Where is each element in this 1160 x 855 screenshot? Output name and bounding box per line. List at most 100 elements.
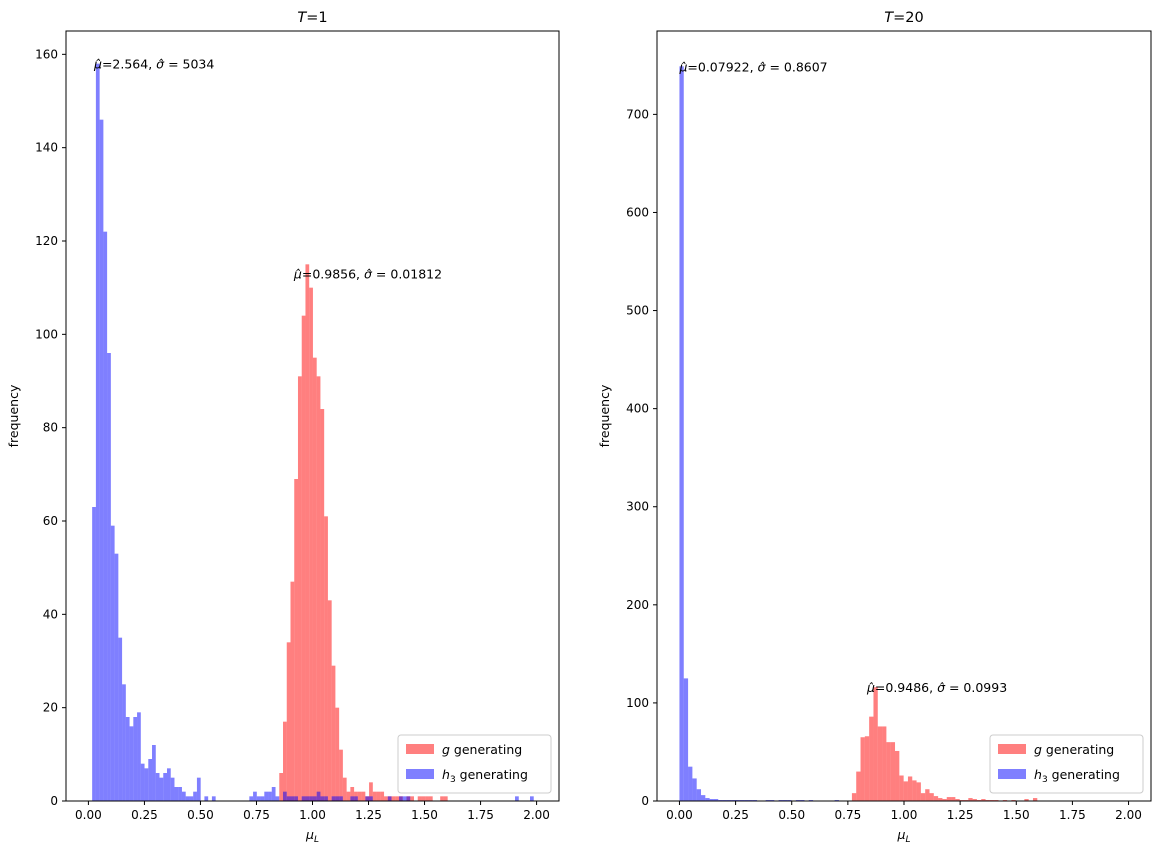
histogram-bar bbox=[350, 796, 355, 801]
histogram-bar bbox=[286, 642, 291, 801]
x-tick-label: 0.50 bbox=[187, 808, 214, 822]
histogram-bar bbox=[873, 687, 878, 801]
histogram-bar bbox=[271, 787, 276, 801]
chart-title: T=20 bbox=[884, 10, 923, 26]
legend-label: h3 generating bbox=[1034, 767, 1120, 785]
x-tick-label: 0.00 bbox=[666, 808, 693, 822]
plot-area bbox=[657, 31, 1151, 801]
histogram-bar bbox=[920, 793, 926, 801]
histogram-bar bbox=[294, 796, 298, 801]
x-tick-label: 1.50 bbox=[1003, 808, 1030, 822]
histogram-bar bbox=[357, 791, 362, 801]
legend-swatch bbox=[998, 744, 1026, 754]
x-tick-label: 1.75 bbox=[1059, 808, 1086, 822]
histogram-bar bbox=[92, 507, 96, 801]
legend-swatch bbox=[406, 744, 434, 754]
y-tick-label: 0 bbox=[50, 794, 58, 808]
x-tick-label: 2.00 bbox=[1115, 808, 1142, 822]
histogram-bar bbox=[103, 231, 108, 802]
x-tick-label: 0.50 bbox=[778, 808, 805, 822]
histogram-bar bbox=[211, 796, 216, 801]
histogram-bar bbox=[361, 791, 366, 801]
histogram-bar bbox=[380, 791, 385, 801]
histogram-bar bbox=[253, 791, 257, 801]
legend: g generating h3 generating bbox=[397, 734, 552, 794]
histogram-bar bbox=[196, 777, 201, 801]
series-g-bars bbox=[279, 264, 448, 802]
histogram-bar bbox=[387, 796, 392, 801]
histogram-bar bbox=[256, 796, 261, 801]
histogram-bar bbox=[178, 787, 182, 801]
histogram-bar bbox=[305, 264, 310, 802]
histogram-bar bbox=[193, 791, 197, 801]
histogram-bar bbox=[428, 796, 433, 801]
histogram-bar bbox=[395, 796, 400, 801]
y-tick-label: 400 bbox=[626, 402, 649, 416]
x-tick-label: 1.00 bbox=[299, 808, 326, 822]
histogram-bar bbox=[369, 782, 373, 801]
histogram-bar bbox=[421, 796, 426, 801]
chart-2: 0.00 0.25 0.50 0.75 1.00 1.25 1.50 1.75 2.00 0 100… bbox=[597, 10, 1152, 845]
histogram-bar bbox=[981, 799, 986, 801]
histogram-bar bbox=[95, 63, 100, 802]
histogram-bar bbox=[301, 796, 306, 801]
histogram-bar bbox=[354, 796, 358, 801]
histogram-bar bbox=[942, 799, 947, 801]
histogram-bar bbox=[391, 796, 396, 801]
x-tick-label: 0.75 bbox=[243, 808, 270, 822]
histogram-bar bbox=[331, 665, 336, 801]
histogram-bar bbox=[110, 525, 115, 801]
histogram-bar bbox=[1032, 798, 1038, 801]
histogram-bar bbox=[283, 721, 287, 801]
histogram-bar bbox=[933, 796, 939, 801]
histogram-bar bbox=[515, 796, 519, 801]
histogram-bar bbox=[152, 745, 156, 801]
series-g-bars bbox=[851, 687, 1038, 801]
histogram-bar bbox=[144, 768, 149, 801]
x-tick-label: 0.25 bbox=[722, 808, 749, 822]
histogram-bar bbox=[701, 795, 706, 801]
legend-frame bbox=[989, 734, 1144, 794]
histogram-bar bbox=[406, 796, 411, 801]
histogram-bar bbox=[688, 766, 693, 801]
histogram-bar bbox=[339, 749, 343, 801]
histogram-bar bbox=[290, 796, 295, 801]
histogram-bar bbox=[339, 796, 343, 801]
legend-swatch bbox=[998, 769, 1026, 779]
histogram-bar bbox=[402, 796, 407, 801]
histogram-bar bbox=[133, 717, 138, 801]
stat-annotation: μ̂=0.9856, σ̂ = 0.01812 bbox=[293, 267, 442, 282]
histogram-bar bbox=[916, 782, 921, 801]
histogram-bar bbox=[938, 798, 943, 801]
histogram-bar bbox=[324, 796, 328, 801]
histogram-bar bbox=[679, 66, 684, 801]
histogram-bar bbox=[155, 773, 160, 801]
histogram-bar bbox=[170, 777, 175, 801]
histogram-bar bbox=[249, 796, 254, 801]
y-tick-label: 20 bbox=[43, 701, 58, 715]
x-tick-label: 1.75 bbox=[467, 808, 494, 822]
histogram-bar bbox=[899, 775, 904, 801]
histogram-bar bbox=[713, 799, 719, 801]
histogram-bar bbox=[204, 796, 209, 801]
histogram-bar bbox=[181, 791, 186, 801]
legend: g generating h3 generating bbox=[989, 734, 1144, 794]
histogram-bar bbox=[907, 776, 913, 801]
y-tick-label: 700 bbox=[626, 107, 649, 121]
histogram-bar bbox=[365, 796, 370, 801]
histogram-bar bbox=[185, 796, 190, 801]
histogram-bar bbox=[955, 799, 960, 801]
x-tick-label: 0.25 bbox=[131, 808, 158, 822]
y-tick-label: 500 bbox=[626, 304, 649, 318]
x-tick-label: 2.00 bbox=[523, 808, 550, 822]
legend-label: h3 generating bbox=[442, 767, 528, 785]
y-tick-label: 100 bbox=[626, 696, 649, 710]
histogram-bar bbox=[268, 791, 272, 801]
y-tick-label: 300 bbox=[626, 500, 649, 514]
histogram-bar bbox=[440, 796, 444, 801]
histogram-bar bbox=[972, 799, 977, 801]
histogram-bar bbox=[294, 479, 298, 801]
histogram-bar bbox=[163, 773, 167, 801]
chart-1: 0.00 0.25 0.50 0.75 1.00 1.25 1.50 1.75 2.00 0 20 4… bbox=[6, 10, 560, 845]
